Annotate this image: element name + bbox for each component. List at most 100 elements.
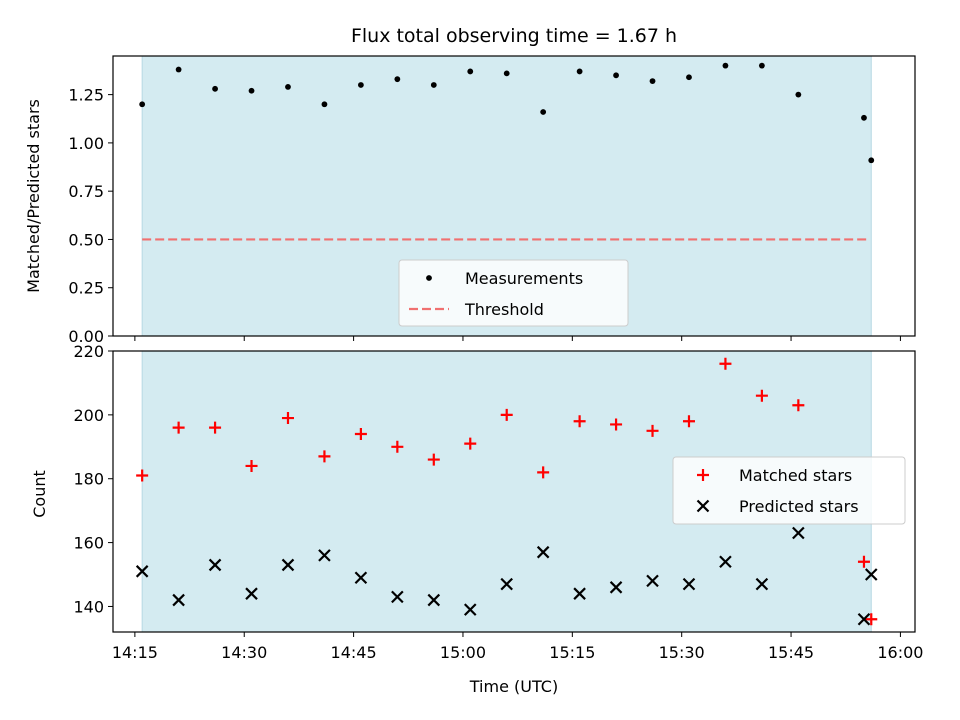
bottom-series-1-point bbox=[391, 590, 404, 604]
bottom-y-tick-label: 200 bbox=[73, 406, 104, 425]
bottom-series-1-point bbox=[682, 577, 696, 591]
x-tick-label: 15:15 bbox=[549, 643, 595, 662]
bottom-series-1-point bbox=[463, 603, 477, 616]
bottom-series-1-point bbox=[354, 571, 368, 584]
bottom-series-1-point bbox=[792, 526, 805, 540]
x-tick-label: 14:30 bbox=[221, 643, 267, 662]
bottom-legend-label: Matched stars bbox=[739, 466, 852, 485]
top-series-0-point bbox=[576, 68, 583, 75]
top-legend-label: Measurements bbox=[465, 269, 583, 288]
top-series-0-point bbox=[649, 78, 656, 85]
bottom-y-axis-label: Count bbox=[30, 470, 49, 518]
bottom-series-0-point bbox=[682, 415, 695, 428]
bottom-series-1-point bbox=[135, 565, 149, 578]
bottom-series-1-point bbox=[427, 593, 441, 607]
x-tick-label: 15:30 bbox=[659, 643, 705, 662]
top-legend-box bbox=[398, 259, 629, 327]
top-series-0-point bbox=[868, 157, 875, 164]
top-series-0-point bbox=[503, 70, 510, 77]
top-series-0-point bbox=[394, 76, 401, 83]
top-y-tick-label: 0.00 bbox=[68, 327, 104, 346]
bottom-y-tick-label: 160 bbox=[73, 534, 104, 553]
top-series-0-point bbox=[321, 101, 328, 108]
bottom-series-0-point bbox=[719, 357, 732, 370]
top-plot-frame bbox=[112, 55, 916, 337]
bottom-legend-label: Predicted stars bbox=[739, 497, 859, 516]
top-y-tick-label: 0.50 bbox=[68, 230, 104, 249]
bottom-legend-box bbox=[672, 456, 906, 525]
bottom-series-0-point bbox=[646, 424, 659, 437]
top-series-0-point bbox=[139, 101, 146, 108]
top-series-0-point bbox=[430, 82, 437, 88]
bottom-y-tick-label: 220 bbox=[73, 342, 104, 361]
bottom-series-1-point bbox=[172, 593, 185, 607]
bottom-series-0-point bbox=[245, 459, 258, 472]
top-series-0-point bbox=[285, 83, 291, 90]
bottom-series-0-point bbox=[136, 469, 149, 482]
top-y-tick-label: 1.25 bbox=[68, 86, 104, 105]
top-series-0-point bbox=[212, 85, 218, 92]
top-series-0-point bbox=[540, 109, 547, 115]
x-tick-label: 15:45 bbox=[768, 643, 814, 662]
bottom-series-1-point bbox=[245, 587, 258, 600]
top-series-0-point bbox=[686, 74, 692, 81]
top-series-0-point bbox=[467, 68, 474, 75]
bottom-series-0-point bbox=[755, 389, 768, 402]
bottom-plot-frame bbox=[112, 350, 916, 633]
top-y-tick-label: 0.75 bbox=[68, 182, 104, 201]
bottom-series-0-point bbox=[427, 453, 440, 466]
x-axis-label: Time (UTC) bbox=[469, 677, 558, 696]
bottom-series-1-point bbox=[536, 545, 550, 559]
top-series-0-point bbox=[758, 62, 765, 69]
bottom-series-0-point bbox=[865, 613, 878, 626]
bottom-series-1-point bbox=[500, 577, 513, 591]
chart-title: Flux total observing time = 1.67 h bbox=[351, 25, 677, 47]
bottom-series-1-point bbox=[318, 549, 331, 562]
bottom-series-0-point bbox=[391, 440, 404, 453]
bottom-series-0-point bbox=[792, 399, 805, 412]
bottom-series-0-point bbox=[610, 418, 623, 431]
bottom-series-1-point bbox=[573, 587, 586, 600]
x-tick-label: 14:15 bbox=[112, 643, 158, 662]
bottom-series-1-point bbox=[864, 568, 878, 581]
bottom-legend-marker bbox=[696, 499, 710, 513]
bottom-series-1-point bbox=[755, 577, 769, 591]
top-y-tick-label: 1.00 bbox=[68, 134, 104, 153]
bottom-series-0-point bbox=[354, 428, 367, 441]
bottom-series-0-point bbox=[500, 408, 513, 421]
top-series-0-point bbox=[248, 87, 255, 94]
top-y-tick-label: 0.25 bbox=[68, 279, 104, 298]
bottom-legend-marker bbox=[697, 469, 709, 481]
bottom-series-0-point bbox=[172, 421, 185, 434]
top-series-0-point bbox=[795, 91, 802, 98]
bottom-series-0-point bbox=[537, 466, 550, 479]
bottom-series-1-point bbox=[719, 555, 732, 569]
bottom-series-0-point bbox=[209, 421, 222, 434]
bottom-y-tick-label: 140 bbox=[73, 597, 104, 616]
top-series-0-point bbox=[861, 114, 867, 121]
top-series-0-point bbox=[357, 82, 364, 88]
top-series-0-point bbox=[175, 66, 182, 73]
x-tick-label: 15:00 bbox=[440, 643, 486, 662]
top-series-0-point bbox=[613, 72, 619, 79]
bottom-series-1-point bbox=[609, 581, 623, 594]
bottom-series-1-point bbox=[281, 558, 295, 572]
bottom-series-0-point bbox=[573, 415, 586, 428]
bottom-series-0-point bbox=[464, 437, 477, 450]
top-legend-label: Threshold bbox=[464, 300, 544, 319]
top-legend-marker bbox=[426, 275, 432, 281]
bottom-series-1-point bbox=[208, 558, 222, 572]
bottom-series-1-point bbox=[857, 612, 871, 626]
x-tick-label: 14:45 bbox=[331, 643, 377, 662]
bottom-series-1-point bbox=[646, 574, 659, 588]
x-tick-label: 16:00 bbox=[877, 643, 923, 662]
bottom-y-tick-label: 180 bbox=[73, 470, 104, 489]
bottom-series-0-point bbox=[318, 450, 331, 463]
top-series-0-point bbox=[722, 62, 729, 69]
top-legend: Measurements Threshold bbox=[398, 259, 629, 327]
bottom-legend: Matched stars Predicted stars bbox=[672, 456, 906, 525]
bottom-series-0-point bbox=[857, 555, 870, 568]
bottom-series-0-point bbox=[281, 412, 294, 425]
top-y-axis-label: Matched/Predicted stars bbox=[24, 99, 43, 293]
